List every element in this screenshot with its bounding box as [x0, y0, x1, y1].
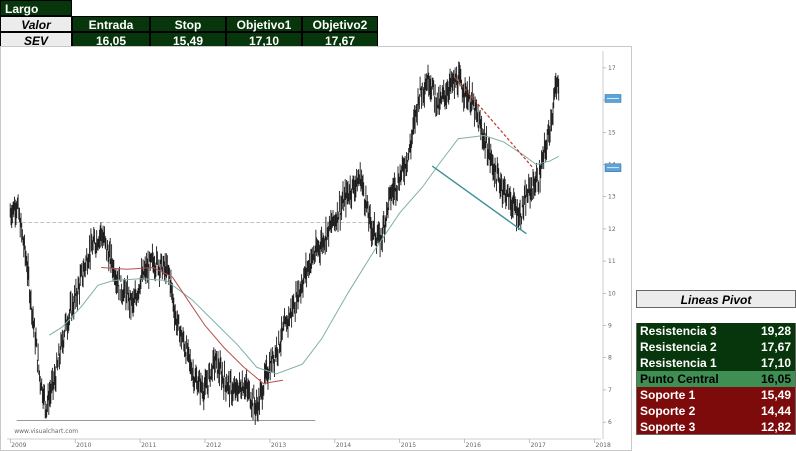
entry-header: Entrada [72, 16, 150, 32]
y-tick-label: 7 [608, 387, 612, 394]
target2-header: Objetivo2 [302, 16, 378, 32]
pivot-label: Resistencia 2 [640, 340, 717, 354]
price-chart-svg: 6789101112131415161720092010201120122013… [7, 51, 622, 449]
x-tick-label: 2012 [206, 442, 221, 449]
y-tick-label: 6 [608, 419, 612, 426]
pivot-label: Soporte 1 [640, 388, 696, 402]
trend-channel-line [431, 165, 527, 235]
x-tick-label: 2018 [596, 442, 611, 449]
pivot-value: 16,05 [760, 372, 791, 386]
pivot-row-support-2: Soporte 2 14,44 [636, 403, 796, 419]
y-tick-label: 13 [608, 194, 616, 201]
entry-value: 16,05 [72, 32, 150, 48]
price-chart[interactable]: 6789101112131415161720092010201120122013… [0, 46, 632, 451]
value-header: Valor [0, 16, 72, 32]
pivot-value: 14,44 [760, 404, 791, 418]
pivot-label: Soporte 2 [640, 404, 696, 418]
x-tick-label: 2017 [531, 442, 546, 449]
pivot-row-central: Punto Central 16,05 [636, 371, 796, 387]
x-tick-label: 2009 [11, 442, 26, 449]
pivot-row-support-1: Soporte 1 15,49 [636, 387, 796, 403]
pivot-label: Punto Central [640, 372, 719, 386]
pivot-label: Resistencia 1 [640, 356, 717, 370]
pivot-row-support-3: Soporte 3 12,82 [636, 419, 796, 435]
x-tick-label: 2014 [336, 442, 351, 449]
resistance-trend-line [454, 77, 534, 169]
pivot-value: 15,49 [760, 388, 791, 402]
ma-fast-line [48, 134, 560, 375]
x-tick-label: 2010 [76, 442, 91, 449]
watermark-text: www.visualchart.com [14, 428, 78, 435]
y-tick-label: 11 [608, 258, 616, 265]
y-tick-label: 12 [608, 226, 616, 233]
pivot-row-resistance-3: Resistencia 3 19,28 [636, 323, 796, 339]
stop-header: Stop [150, 16, 226, 32]
x-tick-label: 2015 [401, 442, 416, 449]
pivot-value: 19,28 [760, 324, 791, 338]
pivot-value: 17,67 [760, 340, 791, 354]
y-tick-label: 8 [608, 355, 612, 362]
pivot-title: Lineas Pivot [636, 290, 796, 308]
x-tick-label: 2013 [271, 442, 286, 449]
pivot-row-resistance-1: Resistencia 1 17,10 [636, 355, 796, 371]
pivot-label: Soporte 3 [640, 420, 696, 434]
y-tick-label: 15 [608, 129, 616, 136]
pivot-value: 12,82 [760, 420, 791, 434]
y-tick-label: 10 [608, 290, 616, 297]
x-tick-label: 2016 [466, 442, 481, 449]
pivot-label: Resistencia 3 [640, 324, 717, 338]
y-tick-label: 17 [608, 65, 616, 72]
trade-direction: Largo [0, 0, 72, 16]
target1-header: Objetivo1 [226, 16, 302, 32]
ma-slow-line [101, 266, 283, 385]
x-tick-label: 2011 [141, 442, 156, 449]
pivot-value: 17,10 [760, 356, 791, 370]
y-tick-label: 9 [608, 323, 612, 330]
pivot-row-resistance-2: Resistencia 2 17,67 [636, 339, 796, 355]
